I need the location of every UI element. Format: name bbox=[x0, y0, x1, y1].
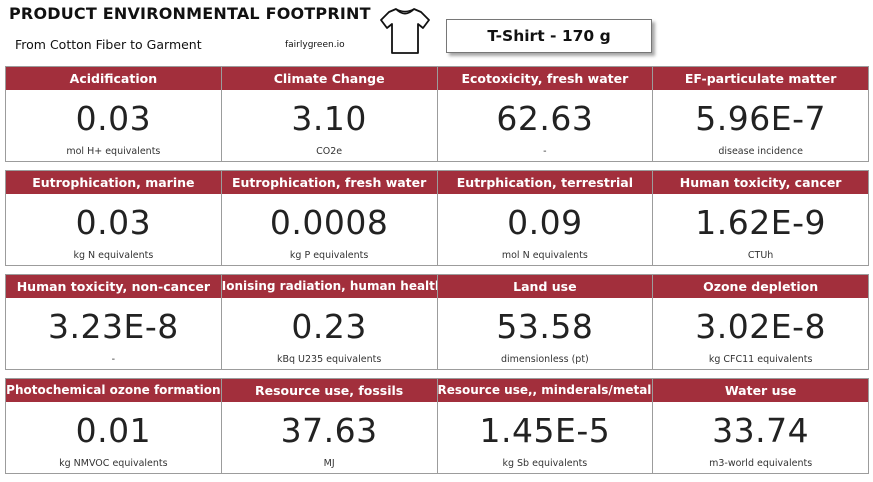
metric-card-eutrophication-marine: Eutrophication, marine 0.03 kg N equival… bbox=[6, 171, 222, 265]
metric-title: Photochemical ozone formation bbox=[6, 379, 221, 402]
metric-title: Eutrophication, marine bbox=[6, 171, 221, 194]
metric-card-resource-fossils: Resource use, fossils 37.63 MJ bbox=[221, 379, 438, 473]
metric-unit: kg CFC11 equivalents bbox=[708, 354, 813, 365]
metric-value: 5.96E-7 bbox=[695, 99, 826, 138]
metric-unit: dimensionless (pt) bbox=[500, 354, 589, 365]
metric-card-climate-change: Climate Change 3.10 CO2e bbox=[221, 67, 438, 161]
page-title: PRODUCT ENVIRONMENTAL FOOTPRINT bbox=[9, 4, 371, 23]
metrics-grid: Acidification 0.03 mol H+ equivalents Cl… bbox=[5, 66, 869, 482]
metrics-row: Acidification 0.03 mol H+ equivalents Cl… bbox=[5, 66, 869, 162]
site-credit: fairlygreen.io bbox=[285, 40, 345, 50]
metric-card-ozone-depletion: Ozone depletion 3.02E-8 kg CFC11 equival… bbox=[653, 275, 868, 369]
metric-value: 53.58 bbox=[496, 307, 594, 346]
metric-value: 1.62E-9 bbox=[695, 203, 826, 242]
metric-title: Eutrphication, terrestrial bbox=[437, 171, 653, 194]
metric-unit: CO2e bbox=[316, 146, 343, 157]
metric-value: 3.02E-8 bbox=[695, 307, 826, 346]
metric-value: 0.09 bbox=[507, 203, 583, 242]
metric-card-eutrophication-terrestrial: Eutrphication, terrestrial 0.09 mol N eq… bbox=[437, 171, 654, 265]
metric-value: 62.63 bbox=[496, 99, 594, 138]
page-subtitle: From Cotton Fiber to Garment bbox=[15, 37, 202, 52]
metrics-row: Photochemical ozone formation 0.01 kg NM… bbox=[5, 378, 869, 474]
metric-title: Resource use,, minderals/metals bbox=[437, 379, 653, 402]
t-shirt-icon bbox=[380, 8, 430, 54]
metric-value: 3.10 bbox=[291, 99, 367, 138]
metric-title: Acidification bbox=[6, 67, 221, 90]
metric-card-resource-minerals-metals: Resource use,, minderals/metals 1.45E-5 … bbox=[437, 379, 654, 473]
metric-unit: m3-world equivalents bbox=[709, 458, 813, 469]
metric-unit: MJ bbox=[323, 458, 335, 469]
metric-value: 0.03 bbox=[75, 99, 152, 138]
report-header: PRODUCT ENVIRONMENTAL FOOTPRINT From Cot… bbox=[0, 0, 873, 62]
metric-unit: disease incidence bbox=[718, 146, 803, 157]
product-label: T-Shirt - 170 g bbox=[487, 27, 611, 45]
metric-card-eutrophication-fresh-water: Eutrophication, fresh water 0.0008 kg P … bbox=[221, 171, 438, 265]
metric-title: Human toxicity, cancer bbox=[653, 171, 868, 194]
metric-card-human-toxicity-cancer: Human toxicity, cancer 1.62E-9 CTUh bbox=[653, 171, 868, 265]
metric-value: 3.23E-8 bbox=[48, 307, 179, 346]
metric-unit: - bbox=[111, 354, 116, 365]
metric-value: 37.63 bbox=[280, 411, 378, 450]
metric-unit: mol N equivalents bbox=[501, 250, 588, 261]
metric-value: 1.45E-5 bbox=[479, 411, 611, 450]
metric-unit: kg Sb equivalents bbox=[502, 458, 588, 469]
metric-unit: kBq U235 equivalents bbox=[276, 354, 382, 365]
metrics-row: Human toxicity, non-cancer 3.23E-8 - Ion… bbox=[5, 274, 869, 370]
metric-title: Land use bbox=[437, 275, 653, 298]
metric-value: 0.23 bbox=[291, 307, 367, 346]
metric-title: Eutrophication, fresh water bbox=[221, 171, 437, 194]
metric-value: 0.03 bbox=[75, 203, 152, 242]
metric-title: Ecotoxicity, fresh water bbox=[437, 67, 653, 90]
metric-title: EF-particulate matter bbox=[653, 67, 868, 90]
metric-card-water-use: Water use 33.74 m3-world equivalents bbox=[653, 379, 868, 473]
metric-unit: CTUh bbox=[747, 250, 774, 261]
metric-card-photochemical-ozone: Photochemical ozone formation 0.01 kg NM… bbox=[6, 379, 222, 473]
metric-unit: kg N equivalents bbox=[73, 250, 154, 261]
metric-unit: mol H+ equivalents bbox=[66, 146, 161, 157]
metric-title: Water use bbox=[653, 379, 868, 402]
metric-title: Human toxicity, non-cancer bbox=[6, 275, 221, 298]
metric-unit: kg P equivalents bbox=[289, 250, 369, 261]
metric-card-ionising-radiation: Ionising radiation, human health 0.23 kB… bbox=[221, 275, 438, 369]
metric-card-particulate-matter: EF-particulate matter 5.96E-7 disease in… bbox=[653, 67, 868, 161]
metric-value: 33.74 bbox=[712, 411, 810, 450]
metric-card-human-toxicity-non-cancer: Human toxicity, non-cancer 3.23E-8 - bbox=[6, 275, 222, 369]
metric-title: Ionising radiation, human health bbox=[221, 275, 437, 298]
metric-card-acidification: Acidification 0.03 mol H+ equivalents bbox=[6, 67, 222, 161]
metric-card-ecotoxicity: Ecotoxicity, fresh water 62.63 - bbox=[437, 67, 654, 161]
metric-unit: kg NMVOC equivalents bbox=[59, 458, 168, 469]
metric-title: Ozone depletion bbox=[653, 275, 868, 298]
metric-card-land-use: Land use 53.58 dimensionless (pt) bbox=[437, 275, 654, 369]
metric-value: 0.0008 bbox=[269, 203, 389, 242]
product-label-box: T-Shirt - 170 g bbox=[446, 19, 652, 53]
metrics-row: Eutrophication, marine 0.03 kg N equival… bbox=[5, 170, 869, 266]
metric-unit: - bbox=[543, 146, 547, 157]
metric-title: Resource use, fossils bbox=[221, 379, 437, 402]
metric-value: 0.01 bbox=[75, 411, 152, 450]
metric-title: Climate Change bbox=[221, 67, 437, 90]
